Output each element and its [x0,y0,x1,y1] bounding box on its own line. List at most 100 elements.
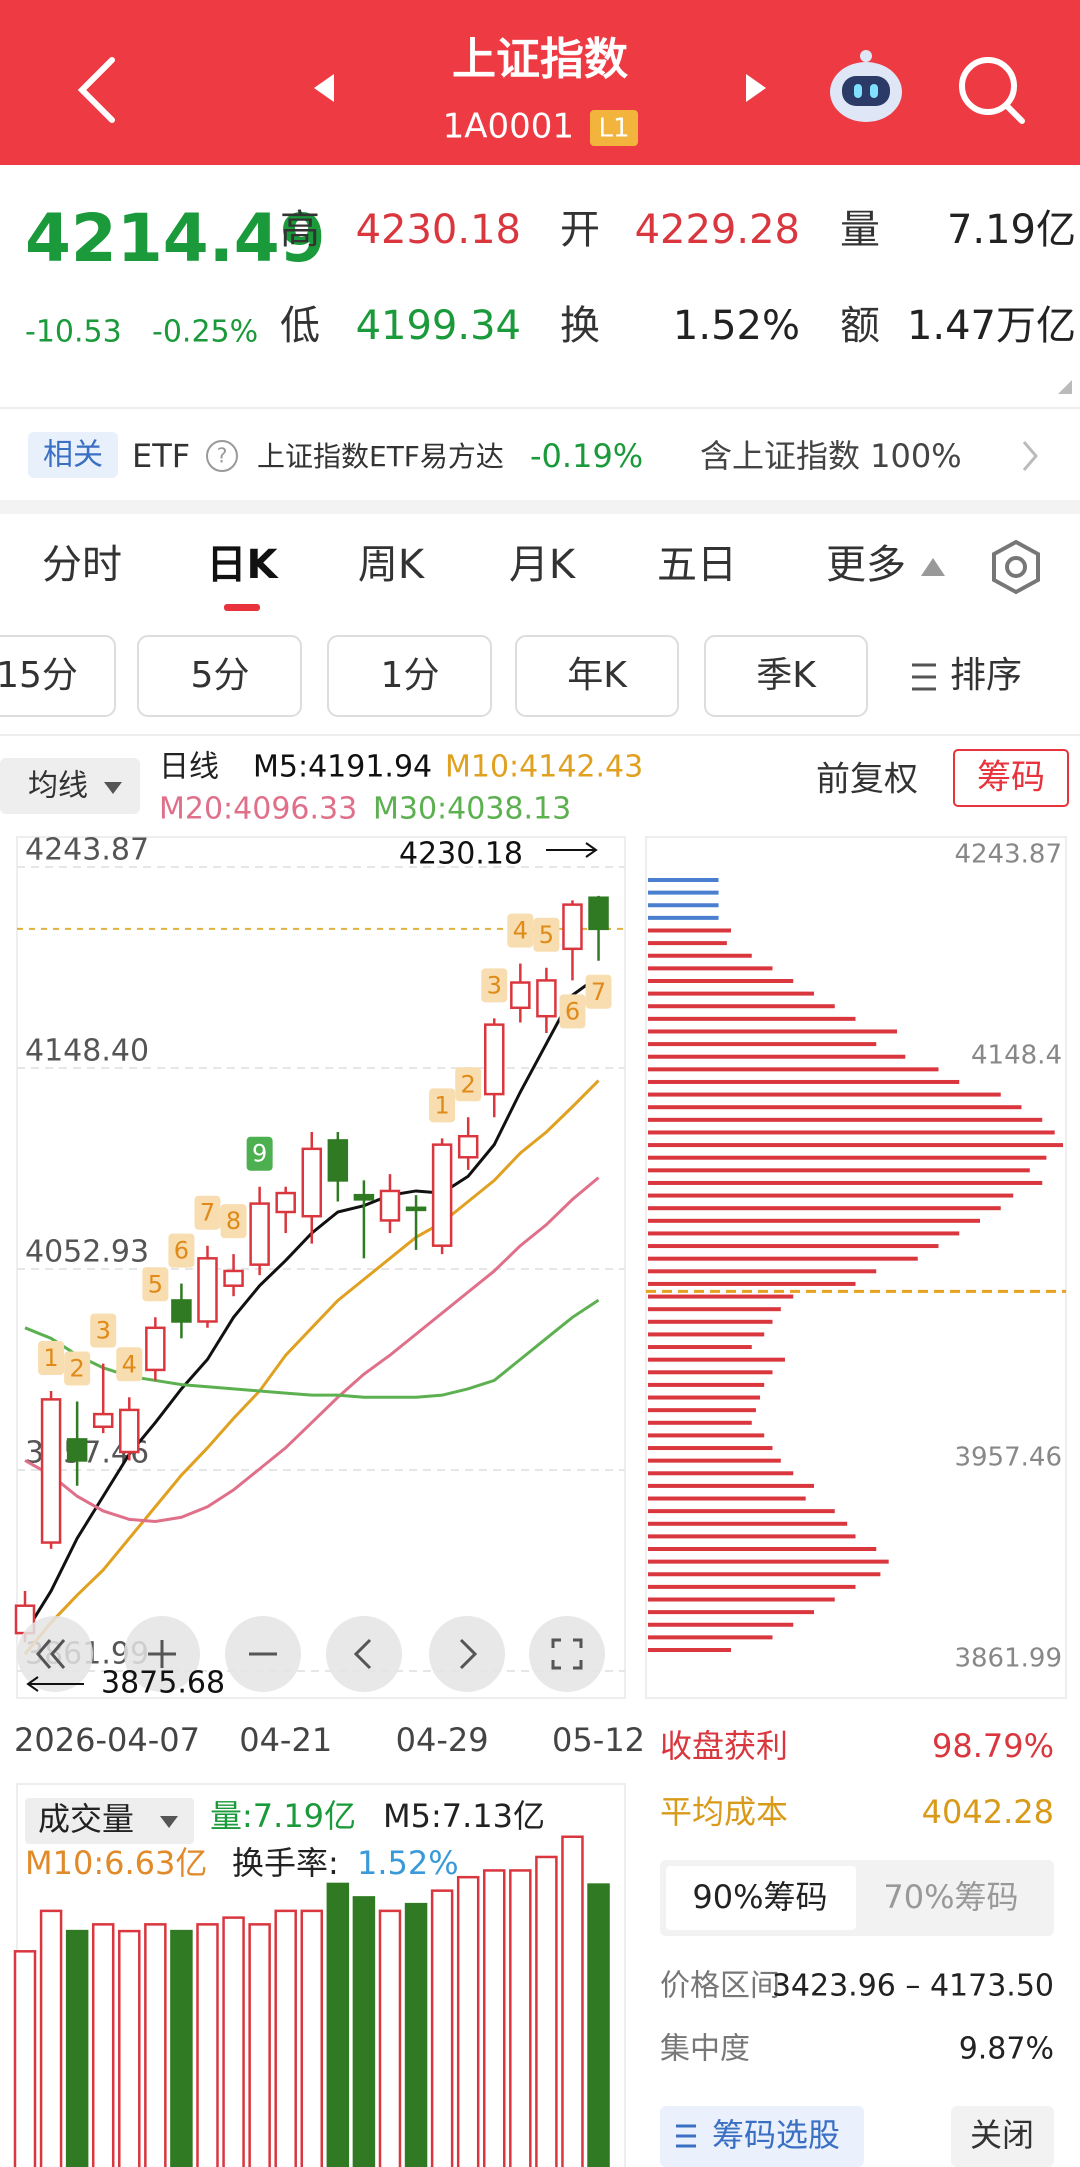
stat-value: 9.87% [959,2032,1054,2067]
chip-bar [648,1496,806,1501]
chip-bar [648,1004,835,1009]
chip-bar [648,1067,939,1072]
td-badge [455,1067,482,1102]
etf-holding: 含上证指数 100% [700,437,962,475]
y2-tick-label: 3861.99 [954,1644,1062,1674]
subtab-box[interactable] [515,635,679,717]
subtab[interactable]: 15分 [0,655,78,696]
robot-button[interactable] [830,50,902,122]
chip-bar [648,1206,1001,1211]
candle-body [275,1191,296,1214]
field-value: 4229.28 [635,207,800,253]
chip-bar [648,1509,835,1514]
td-label: 7 [200,1199,215,1227]
td-badge [116,1347,143,1382]
volume-bar [170,1929,193,2167]
adjust[interactable]: 前复权 [816,760,918,800]
chip-bar [648,1193,1014,1198]
search-button[interactable] [959,57,1025,124]
legend-entry: M20:4096.33 [159,792,357,827]
chip-bar [648,1143,1063,1148]
chip-bar [648,1395,761,1400]
subtab-box[interactable] [137,635,302,717]
tab[interactable]: 月K [509,542,577,588]
settings-button[interactable] [992,539,1040,595]
chip-bar [648,966,773,971]
legend-entry: M30:4038.13 [373,792,571,827]
td-badge [507,913,534,948]
chip-bar [648,1471,794,1476]
badge: L1 [598,114,629,144]
y-tick-label: 4052.93 [25,1235,149,1270]
prev-button[interactable] [314,74,334,102]
chip-bar [648,1382,765,1387]
chip-tab[interactable]: 70%筹码 [883,1878,1018,1916]
control-fullscreen[interactable] [529,1616,605,1692]
chip-bar [648,1534,856,1539]
chip-bar [648,878,719,882]
volume-bar [39,1909,63,2167]
subtab[interactable]: 季K [756,655,817,696]
td-label: 4 [513,917,528,945]
ma-button-bg[interactable] [0,758,140,814]
chip-bar [648,1092,1001,1097]
tab[interactable]: 周K [358,542,426,588]
candle-body [327,1139,349,1182]
subtab-box[interactable] [704,635,868,717]
tab[interactable]: 更多 [826,542,906,588]
chip-bar [648,890,719,895]
subtab-box[interactable] [0,635,116,717]
td-label: 5 [148,1270,163,1298]
control-icons [36,1638,583,1670]
candle-body [92,1412,114,1429]
title: 上证指数 [452,34,628,85]
candle-body [353,1193,375,1201]
ma-line [23,1079,600,1656]
subtab[interactable]: 1分 [381,655,440,696]
select-icon [676,2124,696,2148]
back-button[interactable] [77,57,115,123]
candle-body [510,981,531,1010]
td-badge [481,968,508,1003]
chip-bar [648,915,719,920]
subtab[interactable]: 5分 [191,655,250,696]
sort[interactable]: 排序 [950,655,1022,696]
select-button[interactable]: 筹码选股 [712,2116,840,2154]
chip-bar [648,1281,856,1286]
x-tick-label: 04-21 [239,1721,332,1759]
tab[interactable]: 五日 [657,542,737,588]
close-button-bg[interactable] [951,2106,1054,2167]
subtab-box[interactable] [327,635,492,717]
close-button[interactable]: 关闭 [970,2116,1034,2154]
volume-bar [91,1923,115,2167]
annotations: 4230.18 3875.68 [26,837,598,1701]
etf-change: -0.19% [530,437,643,475]
chip-bar [648,1231,960,1236]
ma-button[interactable]: 均线 [28,769,88,804]
stat-label: 平均成本 [660,1793,788,1831]
chips-button[interactable]: 筹码 [977,758,1045,798]
badge-bg [590,110,638,146]
tab-active[interactable]: 日K [207,542,280,588]
chip-bar [648,1016,856,1021]
x-tick-label: 04-29 [396,1721,489,1759]
select-button-bg[interactable] [660,2106,864,2167]
subtab[interactable]: 年K [567,655,628,696]
etf-row[interactable]: 相关 ETF ? 上证指数ETF易方达 -0.19% 含上证指数 100% [28,432,1038,478]
chip-bar [648,1294,794,1299]
volume-bar [326,1882,350,2167]
chips-button-bg[interactable] [953,749,1069,807]
td-badge [194,1195,221,1230]
control-right[interactable] [429,1616,505,1692]
next-button[interactable] [746,74,766,102]
volume-button-bg[interactable] [25,1798,194,1844]
control-left[interactable] [326,1616,402,1692]
volume-title[interactable]: 成交量 [38,1800,134,1838]
control-rewind[interactable] [17,1616,93,1692]
volume-bar [144,1923,167,2167]
change-pct: -0.25% [152,315,258,350]
chip-bar [648,1307,781,1312]
tab[interactable]: 分时 [42,542,122,588]
svg-text:?: ? [217,444,228,468]
chip-tab[interactable]: 90%筹码 [692,1878,827,1916]
